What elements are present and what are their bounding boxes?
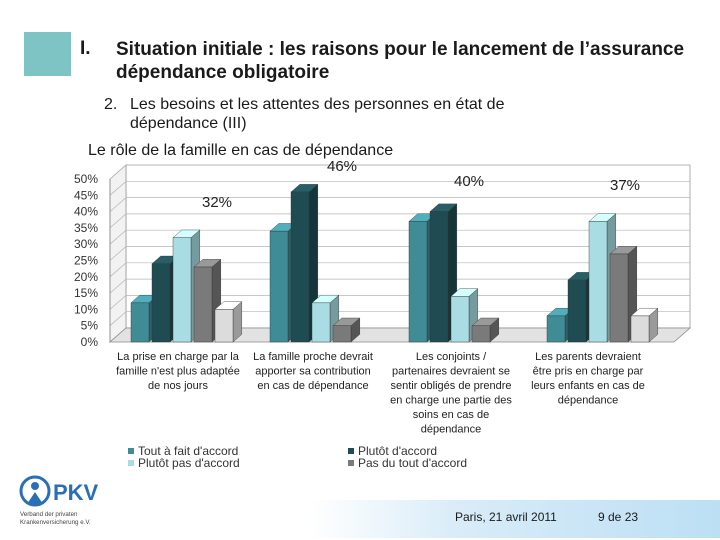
legend-label: Plutôt pas d'accord: [138, 456, 240, 470]
gridline: [109, 180, 690, 196]
gridline: [109, 213, 690, 229]
y-tick-label: 0%: [81, 335, 99, 349]
data-label: 37%: [610, 177, 640, 194]
legend-label: Pas du tout d'accord: [358, 456, 468, 470]
section-number: I.: [80, 38, 91, 59]
logo-line-2: Krankenversicherung e.V.: [20, 519, 91, 526]
subtitle-line-1: Les besoins et les attentes des personne…: [130, 96, 505, 113]
x-category-label: en charge une partie des: [390, 395, 512, 407]
x-category-label: leurs enfants en cas de: [531, 380, 645, 392]
x-category-label: La prise en charge par la: [117, 351, 240, 363]
y-tick-label: 5%: [81, 319, 99, 333]
footer-page-number: 9 de 23: [598, 510, 639, 524]
bar: [588, 221, 608, 343]
legend-item: Plutôt d'accord: [348, 445, 467, 457]
y-tick-label: 45%: [74, 188, 98, 202]
legend-right: Plutôt d'accord Pas du tout d'accord: [348, 445, 467, 469]
gridline: [109, 311, 690, 326]
x-category-label: partenaires devraient se: [392, 366, 510, 378]
bar: [214, 309, 234, 343]
bar: [269, 230, 289, 343]
x-category-label: Les conjoints /: [416, 351, 487, 363]
x-category-label: apporter sa contribution: [255, 366, 371, 378]
section-accent-box: [24, 32, 71, 76]
legend-label: Tout à fait d'accord: [138, 444, 239, 458]
gridline: [109, 295, 690, 310]
legend-swatch: [128, 448, 134, 454]
logo-name: PKV: [53, 480, 99, 505]
gridline: [109, 262, 690, 278]
gridline: [109, 164, 690, 180]
data-label: 46%: [327, 160, 357, 175]
slide-subtitle: 2. Les besoins et les attentes des person…: [104, 95, 664, 133]
logo-emblem-icon: [19, 475, 51, 507]
x-category-label: soins en cas de: [413, 409, 489, 421]
subtitle-number: 2.: [104, 96, 118, 113]
gridline: [109, 278, 690, 294]
y-tick-label: 30%: [74, 237, 98, 251]
footer-date: Paris, 21 avril 2011: [455, 510, 557, 524]
data-label: 40%: [454, 173, 484, 190]
x-category-label: dépendance: [421, 424, 482, 436]
legend-swatch: [348, 460, 354, 466]
y-tick-label: 35%: [74, 221, 98, 235]
bar: [290, 191, 310, 343]
bar: [450, 296, 470, 343]
x-category-label: en cas de dépendance: [257, 380, 368, 392]
bar: [471, 325, 491, 343]
gridline: [109, 197, 690, 212]
footer-bar: [310, 500, 720, 538]
legend-swatch: [348, 448, 354, 454]
y-tick-label: 10%: [74, 302, 98, 316]
legend-item: Tout à fait d'accord: [128, 445, 240, 457]
y-tick-label: 20%: [74, 270, 98, 284]
bar: [130, 302, 150, 343]
bar: [546, 315, 566, 343]
legend-item: Plutôt pas d'accord: [128, 457, 240, 469]
bar: [408, 221, 428, 343]
y-tick-label: 25%: [74, 254, 98, 268]
data-label: 32%: [202, 194, 232, 211]
legend-left: Tout à fait d'accord Plutôt pas d'accord: [128, 445, 240, 469]
y-tick-label: 15%: [74, 286, 98, 300]
bar: [332, 325, 352, 343]
pkv-logo: PKV Verband der privaten Krankenversiche…: [19, 475, 99, 526]
bar: [151, 263, 171, 343]
x-category-label: La famille proche devrait: [253, 351, 373, 363]
bar: [630, 315, 650, 343]
bar: [193, 266, 213, 343]
x-category-label: famille n'est plus adaptée: [116, 366, 240, 378]
y-tick-label: 40%: [74, 205, 98, 219]
subtitle-line-2: dépendance (III): [130, 115, 247, 132]
gridline: [109, 229, 690, 245]
legend-label: Plutôt d'accord: [358, 444, 438, 458]
legend-swatch: [128, 460, 134, 466]
bar: [609, 253, 629, 343]
bar: [172, 237, 192, 343]
gridline: [109, 246, 690, 261]
bar: [311, 302, 331, 343]
bar: [567, 279, 587, 343]
x-category-label: être pris en charge par: [533, 366, 644, 378]
x-category-label: sentir obligés de prendre: [390, 380, 511, 392]
logo-line-1: Verband der privaten: [20, 511, 78, 518]
bar: [429, 211, 449, 343]
x-category-label: de nos jours: [148, 380, 208, 392]
slide-title: Situation initiale : les raisons pour le…: [116, 39, 685, 83]
chart-heading: Le rôle de la famille en cas de dépendan…: [88, 142, 394, 159]
bar-chart: 0% 5% 10% 15% 20% 25% 30% 35% 40% 45% 50% 32% 46% 40%…: [74, 160, 692, 436]
y-tick-label: 50%: [74, 172, 98, 186]
legend-item: Pas du tout d'accord: [348, 457, 467, 469]
x-category-label: Les parents devraient: [535, 351, 641, 363]
x-category-label: dépendance: [558, 395, 619, 407]
